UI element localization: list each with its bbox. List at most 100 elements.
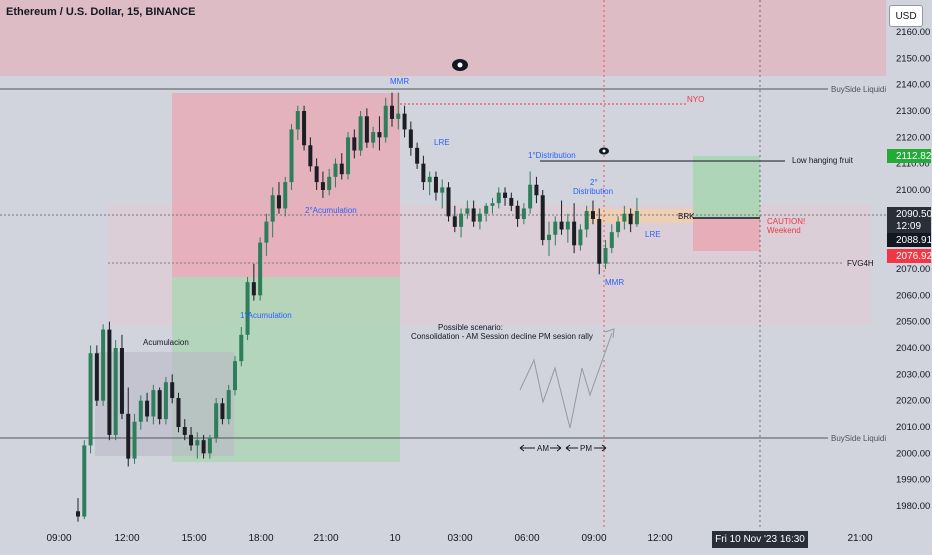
candle-body <box>396 113 401 119</box>
candle-body <box>214 403 219 438</box>
candle-body <box>151 390 156 417</box>
candle-body <box>509 197 514 206</box>
y-tick-label: 2160.00 <box>896 27 930 38</box>
y-tick-label: 2040.00 <box>896 343 930 354</box>
distribution-2-label-line2: Distribution <box>573 187 613 196</box>
y-tick-label: 2100.00 <box>896 185 930 196</box>
candle-body <box>521 208 526 219</box>
buyside-top-label: BuySide Liquidity <box>831 85 892 94</box>
distribution-2-label-line1: 2° <box>590 178 598 187</box>
y-tick-label: 2030.00 <box>896 369 930 380</box>
candle-body <box>559 221 564 230</box>
candle-body <box>459 213 464 227</box>
acumulacion-label: Acumulacion <box>143 338 189 347</box>
y-tick-label: 2110.00 <box>896 159 930 170</box>
price-tag-green-bg <box>887 149 931 163</box>
candle-body <box>132 421 137 459</box>
am-arrows <box>519 444 562 452</box>
x-tick-label: 18:00 <box>248 533 273 544</box>
candle-body <box>402 113 407 130</box>
x-tick-label: 10 <box>389 533 401 544</box>
candle-body <box>333 163 338 177</box>
candle-body <box>390 105 394 119</box>
candle-body <box>496 192 501 204</box>
target-green-box <box>693 156 760 218</box>
chart-title: Ethereum / U.S. Dollar, 15, BINANCE <box>6 6 196 18</box>
candle-body <box>283 182 288 209</box>
candle-body <box>609 232 614 248</box>
candle-body <box>189 434 194 446</box>
eye-icon-pupil <box>457 62 463 68</box>
candle-body <box>622 213 627 222</box>
candle-body <box>302 111 307 146</box>
low-hanging-fruit-label: Low hanging fruit <box>792 156 854 165</box>
x-tick-label: 12:00 <box>647 533 672 544</box>
candle-body <box>258 242 263 296</box>
accumulation-2-label: 2°Acumulation <box>305 206 357 215</box>
candle-body <box>477 213 482 222</box>
fvg4h-label: FVG4H <box>847 259 874 268</box>
y-tick-label: 2070.00 <box>896 264 930 275</box>
candle-body <box>176 398 181 427</box>
candle-body <box>364 116 369 143</box>
eye-icon-small-pupil <box>602 149 606 153</box>
candle-body <box>76 511 80 517</box>
candle-body <box>251 282 256 296</box>
candle-body <box>415 147 420 164</box>
nyo-label: NYO <box>687 95 704 104</box>
candle-body <box>440 187 445 193</box>
candle-body <box>616 221 621 233</box>
candle-body <box>358 116 363 151</box>
candle-body <box>320 182 325 190</box>
price-tag-last: 2090.50 <box>896 209 932 220</box>
candle-body <box>597 218 602 264</box>
x-tick-label: 09:00 <box>46 533 71 544</box>
scenario-arrowhead <box>604 328 615 339</box>
pm-arrows <box>565 444 607 452</box>
y-tick-label: 2050.00 <box>896 317 930 328</box>
currency-button[interactable]: USD <box>889 5 923 27</box>
x-tick-label: 21:00 <box>313 533 338 544</box>
candle-body <box>584 211 589 230</box>
x-tick-label: 12:00 <box>114 533 139 544</box>
scenario-label-line2: Consolidation - AM Session decline PM se… <box>411 332 593 341</box>
x-tick-label: 09:00 <box>581 533 606 544</box>
candle-body <box>590 211 595 219</box>
candle-body <box>220 403 225 420</box>
candle-body <box>534 184 539 196</box>
mmr-top-label: MMR <box>390 77 409 86</box>
price-tag-red: 2076.92 <box>896 251 932 262</box>
candle-body <box>107 329 112 435</box>
candle-body <box>239 334 244 362</box>
y-tick-label: 2020.00 <box>896 396 930 407</box>
scenario-label-line1: Possible scenario: <box>438 323 503 332</box>
candle-body <box>163 382 168 420</box>
candle-body <box>245 282 250 335</box>
candle-body <box>383 105 388 138</box>
brk-zone <box>585 209 693 223</box>
pm-label: PM <box>580 444 592 453</box>
candle-body <box>233 361 237 391</box>
candle-body <box>528 184 533 209</box>
price-tag-last-bg <box>887 207 931 221</box>
price-tag-countdown: 12:09 <box>896 221 921 232</box>
candle-body <box>270 195 275 222</box>
y-tick-label: 2000.00 <box>896 448 930 459</box>
y-tick-label: 2150.00 <box>896 53 930 64</box>
x-tick-label: 03:00 <box>447 533 472 544</box>
premium-zone <box>0 0 886 76</box>
candle-body <box>515 205 520 219</box>
candle-body <box>471 208 476 222</box>
candle-body <box>565 221 570 230</box>
candle-body <box>503 192 508 198</box>
candle-body <box>308 145 313 167</box>
candle-body <box>603 247 608 264</box>
candle-body <box>101 329 106 401</box>
y-tick-label: 2010.00 <box>896 422 930 433</box>
caution-label-line2: Weekend <box>767 226 801 235</box>
price-tag-green: 2112.82 <box>896 151 932 162</box>
candle-body <box>113 348 118 435</box>
x-tick-label: 21:00 <box>847 533 872 544</box>
